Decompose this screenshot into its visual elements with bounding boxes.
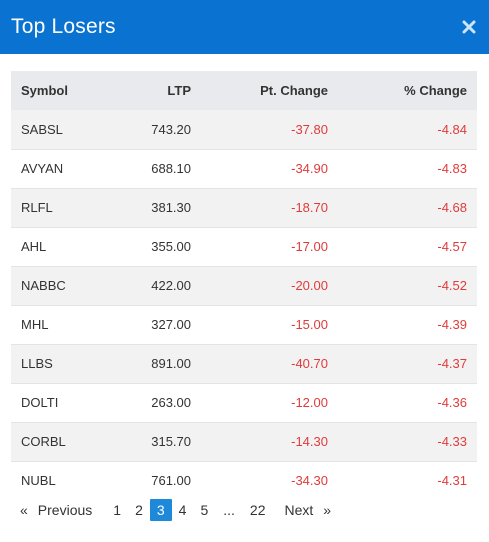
table-row[interactable]: NABBC 422.00 -20.00 -4.52 bbox=[11, 266, 477, 305]
cell-pt-change: -34.90 bbox=[291, 161, 328, 176]
dialog-header: Top Losers bbox=[0, 0, 489, 54]
cell-symbol: AHL bbox=[21, 239, 47, 254]
cell-ltp: 891.00 bbox=[151, 356, 191, 371]
cell-pct-change: -4.68 bbox=[437, 200, 467, 215]
table-row[interactable]: NUBL 761.00 -34.30 -4.31 bbox=[11, 461, 477, 500]
cell-pct-change: -4.57 bbox=[437, 239, 467, 254]
cell-ltp: 688.10 bbox=[151, 161, 191, 176]
cell-ltp: 381.30 bbox=[151, 200, 191, 215]
cell-pct-change: -4.37 bbox=[437, 356, 467, 371]
cell-symbol: RLFL bbox=[21, 200, 53, 215]
col-header-pct-change[interactable]: % Change bbox=[404, 83, 467, 98]
pagination-ellipsis: ... bbox=[223, 502, 235, 518]
losers-table: Symbol LTP Pt. Change % Change SABSL 743… bbox=[11, 71, 477, 500]
previous-button[interactable]: Previous bbox=[37, 502, 93, 518]
cell-ltp: 761.00 bbox=[151, 473, 191, 489]
table-header-row: Symbol LTP Pt. Change % Change bbox=[11, 71, 477, 110]
cell-pct-change: -4.31 bbox=[437, 473, 467, 489]
cell-pt-change: -20.00 bbox=[291, 278, 328, 293]
page-22-button[interactable]: 22 bbox=[249, 502, 266, 518]
cell-pt-change: -40.70 bbox=[291, 356, 328, 371]
table-row[interactable]: DOLTI 263.00 -12.00 -4.36 bbox=[11, 383, 477, 422]
dialog-title: Top Losers bbox=[11, 15, 116, 38]
cell-ltp: 355.00 bbox=[151, 239, 191, 254]
cell-symbol: NUBL bbox=[21, 473, 56, 489]
cell-pt-change: -14.30 bbox=[291, 434, 328, 449]
page-5-button[interactable]: 5 bbox=[200, 502, 209, 518]
cell-pt-change: -37.80 bbox=[291, 121, 328, 137]
page-1-button[interactable]: 1 bbox=[113, 502, 122, 518]
page-4-button[interactable]: 4 bbox=[178, 502, 187, 518]
cell-symbol: AVYAN bbox=[21, 161, 64, 176]
cell-pct-change: -4.36 bbox=[437, 395, 467, 410]
col-header-ltp[interactable]: LTP bbox=[167, 83, 191, 98]
table-row[interactable]: RLFL 381.30 -18.70 -4.68 bbox=[11, 188, 477, 227]
cell-pt-change: -18.70 bbox=[291, 200, 328, 215]
table-row[interactable]: LLBS 891.00 -40.70 -4.37 bbox=[11, 344, 477, 383]
cell-symbol: DOLTI bbox=[21, 395, 59, 410]
table-row[interactable]: CORBL 315.70 -14.30 -4.33 bbox=[11, 422, 477, 461]
cell-pt-change: -17.00 bbox=[291, 239, 328, 254]
pagination: « Previous 1 2 3 4 5 ... 22 Next » bbox=[14, 499, 337, 521]
table-row[interactable]: AVYAN 688.10 -34.90 -4.83 bbox=[11, 149, 477, 188]
cell-symbol: MHL bbox=[21, 317, 49, 332]
cell-pct-change: -4.84 bbox=[437, 121, 467, 137]
cell-pt-change: -15.00 bbox=[291, 317, 328, 332]
cell-pct-change: -4.39 bbox=[437, 317, 467, 332]
cell-pct-change: -4.83 bbox=[437, 161, 467, 176]
cell-ltp: 263.00 bbox=[151, 395, 191, 410]
table-row[interactable]: AHL 355.00 -17.00 -4.57 bbox=[11, 227, 477, 266]
table-row[interactable]: SABSL 743.20 -37.80 -4.84 bbox=[11, 110, 477, 149]
cell-ltp: 422.00 bbox=[151, 278, 191, 293]
next-button[interactable]: Next bbox=[284, 502, 314, 518]
cell-pt-change: -34.30 bbox=[291, 473, 328, 489]
col-header-pt-change[interactable]: Pt. Change bbox=[260, 83, 328, 98]
cell-symbol: NABBC bbox=[21, 278, 66, 293]
cell-ltp: 315.70 bbox=[151, 434, 191, 449]
cell-symbol: SABSL bbox=[21, 121, 63, 137]
cell-pct-change: -4.33 bbox=[437, 434, 467, 449]
col-header-symbol[interactable]: Symbol bbox=[21, 83, 68, 98]
cell-pt-change: -12.00 bbox=[291, 395, 328, 410]
cell-ltp: 743.20 bbox=[151, 121, 191, 137]
table-row[interactable]: MHL 327.00 -15.00 -4.39 bbox=[11, 305, 477, 344]
next-arrow-icon[interactable]: » bbox=[323, 502, 332, 518]
page-2-button[interactable]: 2 bbox=[135, 502, 143, 518]
cell-symbol: CORBL bbox=[21, 434, 66, 449]
close-icon[interactable] bbox=[459, 17, 479, 37]
prev-arrow-icon[interactable]: « bbox=[20, 502, 28, 518]
cell-ltp: 327.00 bbox=[151, 317, 191, 332]
page-3-button-active[interactable]: 3 bbox=[149, 499, 172, 521]
cell-symbol: LLBS bbox=[21, 356, 53, 371]
cell-pct-change: -4.52 bbox=[437, 278, 467, 293]
